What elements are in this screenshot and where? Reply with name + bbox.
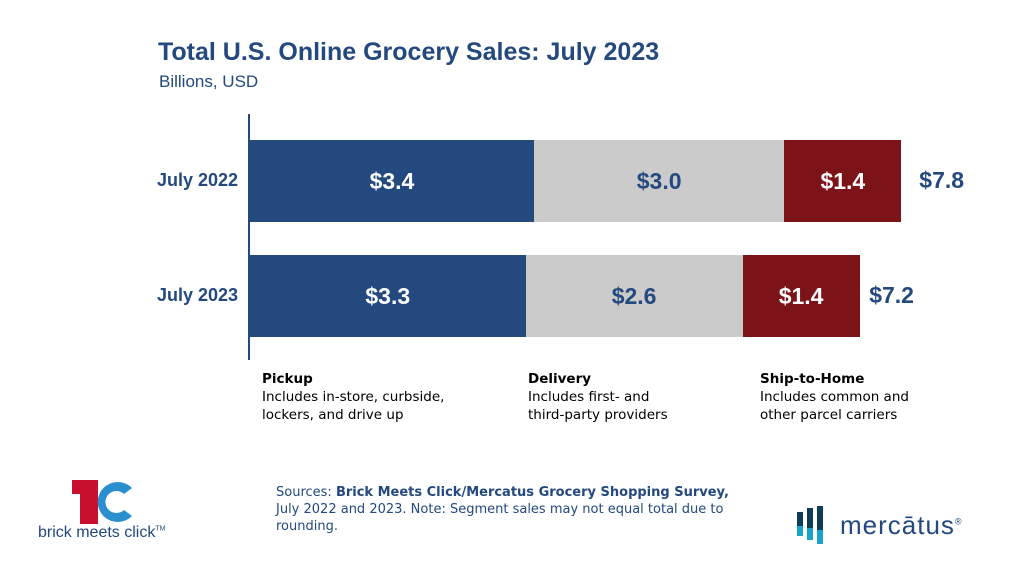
bmc-logo-text: brick meets clickTM [38,524,165,542]
sources-prefix: Sources: [276,485,336,500]
category-label: July 2023 [156,285,238,305]
bmc-tm: TM [155,525,166,533]
legend-delivery: Delivery Includes first- and third-party… [528,370,688,424]
legend-delivery-name: Delivery [528,371,592,387]
mercatus-logo-text: mercātus® [840,510,963,541]
mercatus-reg: ® [954,516,963,527]
bar-segment-delivery: $3.0 [533,140,785,222]
sources-note: Sources: Brick Meets Click/Mercatus Groc… [276,484,736,535]
data-label: $1.4 [820,167,866,194]
bmc-logo-icon [72,480,132,524]
bar-segment-ship-to-home: $1.4 [742,255,860,337]
bar-segment-ship-to-home: $1.4 [784,140,902,222]
chart-subtitle: Billions, USD [159,72,259,91]
data-label: $3.0 [636,167,682,194]
legend-pickup-name: Pickup [262,371,313,387]
sources-title: Brick Meets Click/Mercatus Grocery Shopp… [335,485,729,500]
data-label: $3.4 [369,167,415,194]
bar-segment-pickup: $3.4 [250,140,534,222]
data-label: $2.6 [611,282,657,309]
legend-ship: Ship-to-Home Includes common and other p… [760,370,930,424]
legend-delivery-desc: Includes first- and third-party provider… [528,389,668,423]
legend-ship-name: Ship-to-Home [760,371,865,387]
mercatus-logo-mark [797,506,831,549]
legend-ship-desc: Includes common and other parcel carrier… [760,389,909,423]
total-label: $7.8 [919,167,965,193]
mercatus-logo-icon [797,506,823,544]
bmc-logo-mark [72,480,152,529]
total-label: $7.2 [869,282,914,308]
bar-segment-delivery: $2.6 [525,255,743,337]
bmc-name: brick meets click [38,524,156,541]
y-axis-line [248,114,250,360]
category-label: July 2022 [156,170,238,190]
legend-pickup: Pickup Includes in-store, curbside, lock… [262,370,462,424]
sources-rest: July 2022 and 2023. Note: Segment sales … [276,502,724,534]
data-label: $3.3 [365,282,411,309]
data-label: $1.4 [778,282,824,309]
legend-pickup-desc: Includes in-store, curbside, lockers, an… [262,389,445,423]
bar-segment-pickup: $3.3 [250,255,526,337]
chart-title: Total U.S. Online Grocery Sales: July 20… [158,38,660,66]
mercatus-name: mercātus [840,510,955,540]
